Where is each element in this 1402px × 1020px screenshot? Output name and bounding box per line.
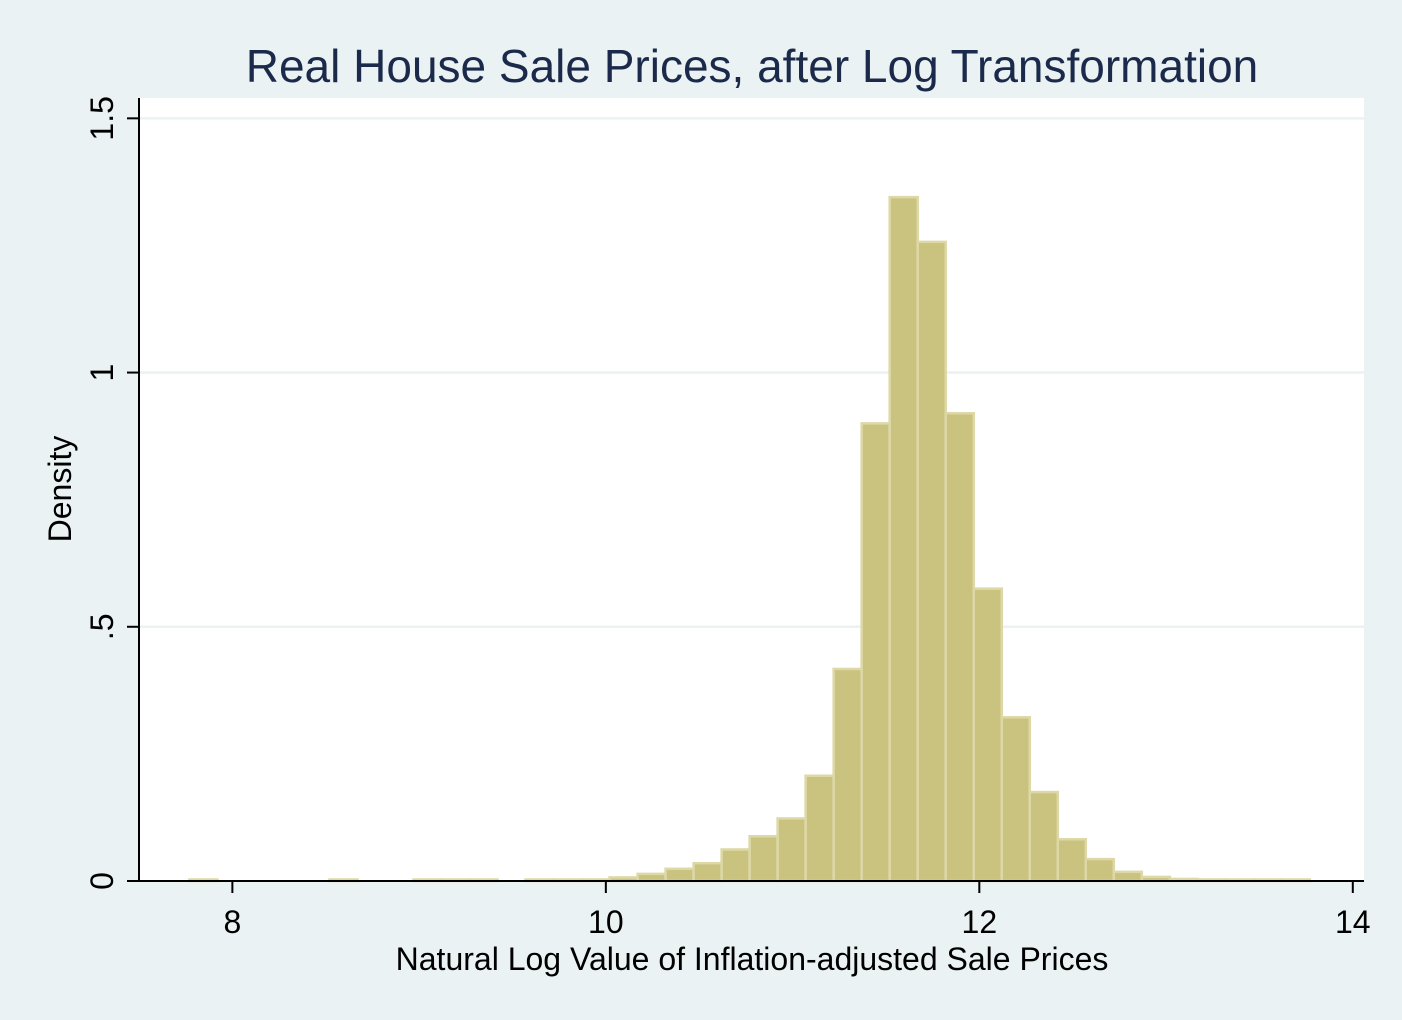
x-tick-label: 12 [962, 904, 998, 940]
y-axis-label: Density [42, 436, 78, 543]
x-axis-label: Natural Log Value of Inflation-adjusted … [396, 941, 1109, 977]
histogram-bar [832, 667, 863, 883]
y-tick-label: 1.5 [84, 96, 120, 140]
histogram-bar [944, 411, 975, 883]
histogram-bar [748, 835, 779, 883]
y-tick-label: .5 [84, 613, 120, 640]
chart-title: Real House Sale Prices, after Log Transf… [246, 40, 1259, 92]
histogram-bar [1028, 790, 1060, 883]
y-tick-label: 0 [84, 872, 120, 890]
x-axis-ticks: 8 10 12 14 [223, 881, 1371, 940]
histogram-bar [692, 861, 723, 883]
gridlines [139, 117, 1364, 629]
histogram-bar [1112, 870, 1144, 883]
histogram-bar [888, 195, 919, 883]
y-tick-label: 1 [84, 364, 120, 382]
histogram-bar [804, 774, 835, 883]
x-tick-label: 10 [588, 904, 624, 940]
x-tick-label: 8 [223, 904, 241, 940]
histogram-bar [916, 240, 947, 883]
y-axis-ticks: 0 .5 1 1.5 [84, 96, 139, 890]
histogram-bar [776, 817, 807, 883]
histogram-bar [860, 422, 891, 883]
plot-area [139, 98, 1364, 881]
x-tick-label: 14 [1335, 904, 1371, 940]
histogram-bar [1000, 716, 1031, 883]
histogram-bar [1084, 857, 1116, 883]
histogram-bar [664, 867, 695, 883]
histogram-bar [972, 587, 1003, 883]
histogram-bar [1056, 838, 1088, 883]
histogram-bars [188, 195, 1312, 883]
histogram-bar [636, 872, 667, 883]
histogram-bar [720, 848, 751, 883]
